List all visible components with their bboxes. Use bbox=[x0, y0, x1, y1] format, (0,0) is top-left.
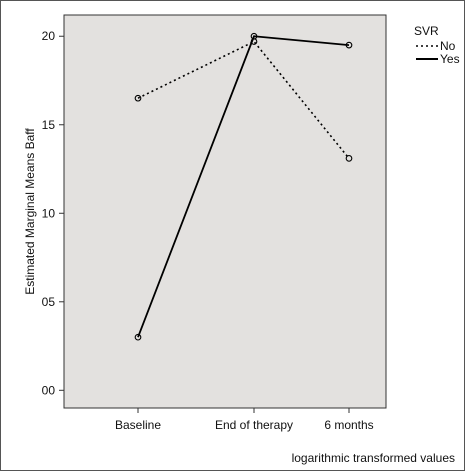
y-tick-label: 00 bbox=[42, 383, 56, 397]
plot-area bbox=[63, 14, 387, 409]
legend-label-yes: Yes bbox=[440, 52, 460, 66]
x-tick-label: End of therapy bbox=[215, 418, 293, 432]
y-axis: 00 05 10 15 20 bbox=[42, 29, 64, 397]
y-tick-label: 05 bbox=[42, 295, 56, 309]
x-tick-label: Baseline bbox=[115, 418, 161, 432]
series-layer bbox=[134, 32, 353, 341]
x-tick-label: 6 months bbox=[324, 418, 373, 432]
y-tick-label: 20 bbox=[42, 29, 56, 43]
data-point-no bbox=[134, 94, 142, 102]
y-axis-title: Estimated Marginal Means Baff bbox=[23, 128, 37, 295]
legend-title: SVR bbox=[414, 24, 439, 38]
series-line-yes bbox=[137, 35, 350, 338]
data-point-yes bbox=[134, 333, 142, 341]
x-axis: Baseline End of therapy 6 months bbox=[115, 408, 374, 432]
legend-label-no: No bbox=[440, 39, 456, 53]
data-point-yes bbox=[345, 41, 353, 49]
x-axis-title: logarithmic transformed values bbox=[292, 451, 455, 465]
data-point-yes bbox=[250, 32, 258, 40]
y-tick-label: 10 bbox=[42, 206, 56, 220]
y-tick-label: 15 bbox=[42, 118, 56, 132]
data-point-no bbox=[345, 155, 353, 162]
